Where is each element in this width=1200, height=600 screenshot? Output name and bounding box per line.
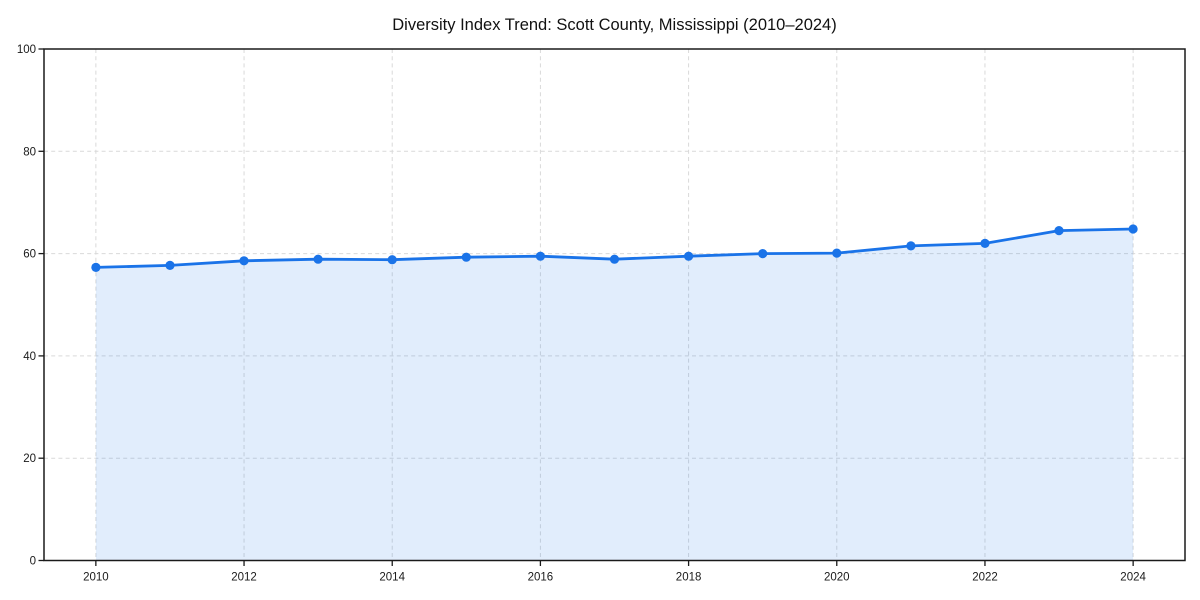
y-tick-label: 100 [17, 44, 36, 56]
data-point [906, 241, 916, 251]
y-tick-label: 80 [23, 146, 36, 158]
data-point [1054, 226, 1064, 236]
series-layer [91, 224, 1138, 561]
y-tick-label: 60 [23, 249, 36, 261]
x-tick-label: 2016 [528, 572, 554, 584]
data-point [239, 256, 249, 266]
chart-title: Diversity Index Trend: Scott County, Mis… [392, 16, 836, 34]
x-tick-label: 2018 [676, 572, 702, 584]
data-point [609, 254, 620, 264]
x-tick-label: 2014 [379, 572, 405, 584]
x-tick-label: 2012 [231, 572, 257, 584]
y-tick-label: 40 [23, 351, 36, 363]
x-tick-label: 2024 [1120, 572, 1146, 584]
data-point [91, 262, 101, 272]
x-tick-label: 2020 [824, 572, 850, 584]
data-point [165, 260, 175, 270]
area-fill [95, 229, 1134, 561]
data-point [684, 251, 694, 261]
y-tick-label: 20 [23, 453, 36, 465]
tick-label-layer: 2010 2012 2014 2016 2018 2020 2022 2024 0 20 40 60 8… [17, 44, 1147, 584]
plot-border [43, 48, 1186, 562]
axis-layer [38, 48, 1186, 566]
data-point [313, 254, 323, 264]
x-tick-label: 2022 [972, 572, 998, 584]
data-point [387, 255, 397, 265]
data-point [535, 251, 546, 261]
data-point [980, 238, 990, 248]
data-point [832, 248, 842, 258]
data-point [461, 252, 471, 262]
x-tick-label: 2010 [83, 572, 109, 584]
y-tick-label: 0 [30, 556, 36, 568]
data-point [1128, 224, 1138, 234]
data-point [758, 249, 768, 259]
